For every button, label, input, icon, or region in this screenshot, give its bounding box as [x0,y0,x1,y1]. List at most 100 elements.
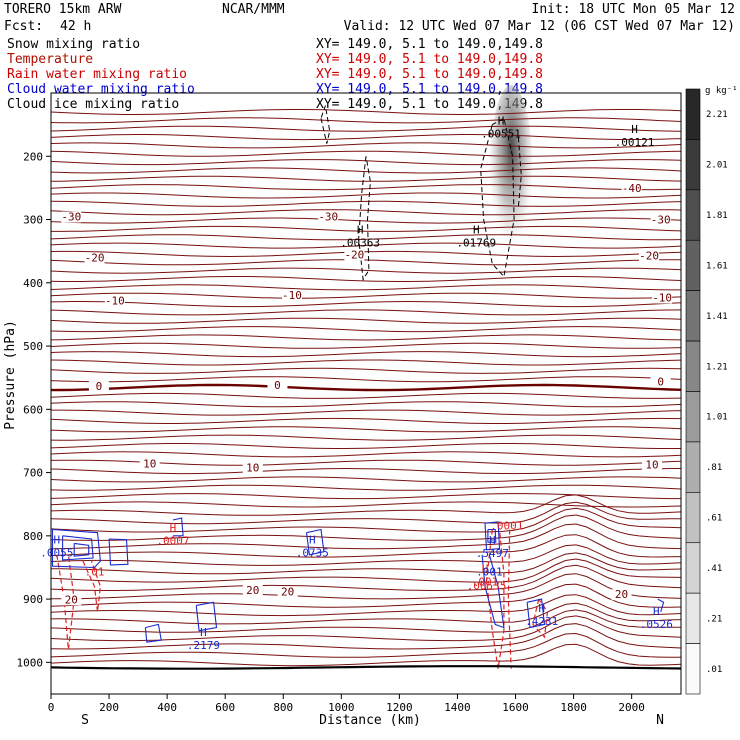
isotherm [50,501,682,525]
isotherm [50,192,682,199]
isotherm [50,434,682,441]
maximum-value: .0055 [40,546,73,559]
isotherm [50,159,682,166]
legend-label: Temperature [7,52,93,67]
y-tick-label: 200 [23,150,43,163]
x-tick-label: 800 [273,701,293,714]
isotherm [50,142,682,149]
maximum-marker: H [357,223,364,236]
isotherm-label-bg [344,249,365,261]
isotherm [50,609,682,633]
x-tick-label: 2000 [618,701,645,714]
cloud-water-contour [144,623,162,643]
maximum-marker: H [653,605,660,618]
x-tick-label: 1200 [386,701,413,714]
isotherm [50,200,682,207]
colorbar-bin [685,592,701,644]
isotherm [50,167,682,174]
colorbar-bin [685,88,701,140]
legend-label: Cloud ice mixing ratio [7,97,179,112]
x-axis-title: Distance (km) [319,713,421,728]
isotherm [50,583,682,608]
cloud-ice-contours [320,105,522,282]
cloud-water-contour [657,598,665,612]
x-tick-label: 600 [215,701,235,714]
isotherm [50,501,682,508]
isotherm [50,376,682,383]
isotherm-label-bg [61,594,82,606]
isotherm-label: -10 [105,295,125,308]
isotherm-label-bg [242,462,263,474]
y-tick-label: 500 [23,340,43,353]
isotherm-label-bg [639,250,660,262]
colorbar-bin [685,441,701,493]
rain-contour [485,529,505,669]
isotherm [50,643,682,667]
isotherm [50,117,682,124]
isotherm [50,632,681,658]
maximum-marker: H [200,626,207,639]
maximum-value: .5497 [476,547,509,560]
maximum-marker: H [498,115,505,128]
isotherm-label: 10 [143,457,156,470]
y-tick-label: 300 [23,214,43,227]
plot-frame [50,92,682,695]
cloud-water-contour [305,528,325,556]
maximum-value: .0735 [296,546,329,559]
isotherm-label: -10 [282,289,302,302]
isotherm [50,507,682,533]
contour-value-label: .00535 [467,580,507,593]
isotherm [50,564,682,591]
legend-label: Snow mixing ratio [7,37,140,52]
isotherm [50,250,682,258]
isotherm [50,544,682,566]
isotherm [50,594,682,617]
cloud-water-contour [108,538,129,566]
y-tick-label: 600 [23,403,43,416]
maximum-marker: H [53,533,60,546]
rain-water-contours [56,529,549,669]
isotherm [50,401,682,408]
isotherm [50,150,682,157]
contour-value-label: .001 [476,566,503,579]
maximum-marker: H [482,563,489,576]
colorbar-tick-label: 2.01 [706,161,728,171]
legend-section-coords: XY= 149.0, 5.1 to 149.0,149.8 [316,52,543,67]
isotherm [50,451,682,458]
forecast-hour: 42 h [60,19,91,34]
isotherm [50,292,682,299]
colorbar-bin [685,643,701,695]
isotherm [50,351,682,358]
colorbar-tick-label: .21 [706,614,722,624]
isotherm-label-bg [641,459,662,471]
legend-label: Rain water mixing ratio [7,67,187,82]
isotherm-label: 0 [96,380,103,393]
colorbar-bin [685,340,701,392]
cloud-water-contour [481,554,505,629]
x-axis: 0 200 400 600 800 1000 1200 1400 1600 1800 2000 [48,694,645,714]
colorbar-tick-label: .61 [706,514,722,524]
isotherm [50,184,682,191]
cloud-water-contour [195,601,218,632]
isotherm [51,573,682,600]
contour-value-label: .0001 [490,520,523,533]
cloud-water-contour [487,528,497,543]
legend-section-coords: XY= 149.0, 5.1 to 149.0,149.8 [316,67,543,82]
isotherm [50,125,682,132]
maximum-value: .4231 [525,615,558,628]
isotherm [50,615,682,642]
isotherm [50,359,682,366]
cloud-water-contour [172,517,184,537]
colorbar-tick-label: 1.21 [706,362,728,372]
isotherm-label: 0 [274,379,281,392]
x-tick-label: 1400 [444,701,471,714]
contour-labels: -40 -30 -30 -30 -20 -20 -20 -10 -10 -10 0 0 0 10 10 10 2… [40,115,673,652]
isotherm-label-bg [104,295,125,307]
cloud-water-contour [73,542,90,557]
colorbar-tick-label: 1.41 [706,312,728,322]
isotherm [50,494,682,516]
isotherm [50,242,682,249]
south-end-label: S [81,713,89,728]
isotherm-label: 10 [246,462,259,475]
